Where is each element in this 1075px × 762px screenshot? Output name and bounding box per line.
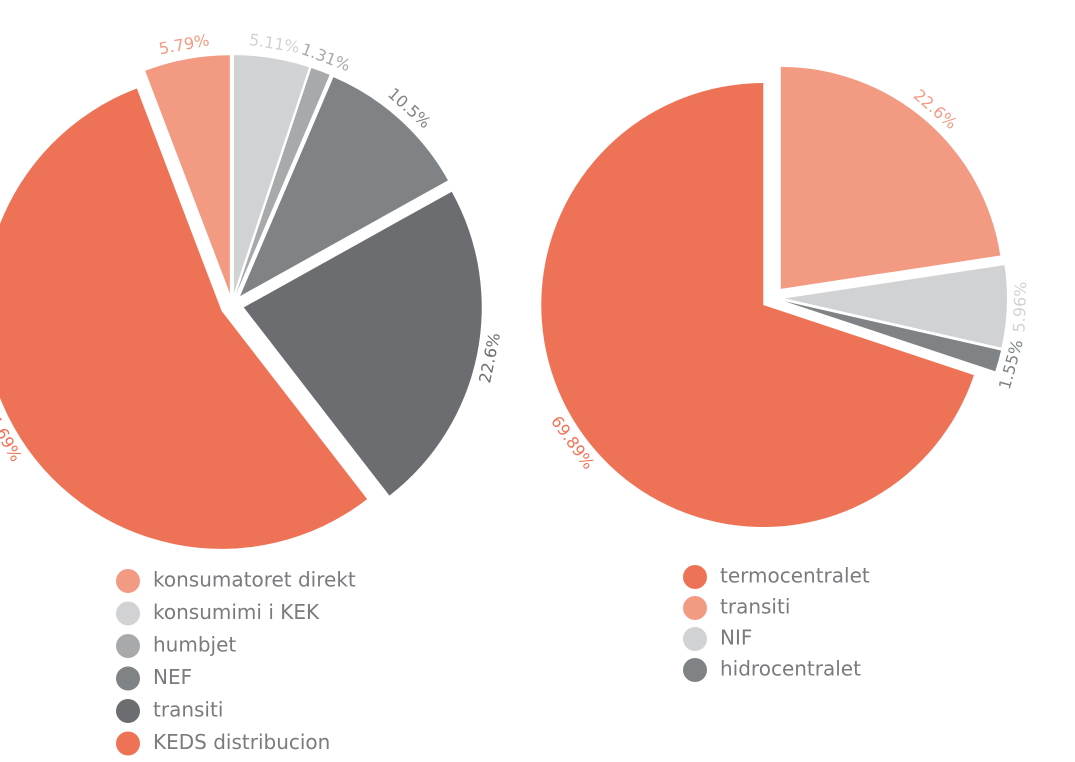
legend-swatch <box>116 569 140 593</box>
legend-swatch <box>683 658 707 682</box>
pie-slice <box>784 265 1007 348</box>
pie-slice <box>236 67 330 294</box>
legend-label: transiti <box>153 698 223 722</box>
legend-label: NIF <box>720 626 752 650</box>
legend-label: hidrocentralet <box>720 657 861 681</box>
pie-slice <box>233 55 310 294</box>
legend-swatch <box>683 627 707 651</box>
legend-swatch <box>116 601 140 626</box>
legend-swatch <box>116 731 140 756</box>
legend-swatch <box>116 699 140 723</box>
pie-slice <box>0 88 368 549</box>
pie-slice <box>145 55 230 294</box>
legend-label: transiti <box>720 595 790 619</box>
value-label: 5.79% <box>157 30 210 58</box>
legend-label: KEDS distribucion <box>153 730 330 754</box>
legend-swatch <box>683 596 707 620</box>
legend-label: konsumatoret direkt <box>153 568 356 592</box>
pie-slice <box>243 191 482 496</box>
legend-swatch <box>116 666 140 691</box>
legend-label: konsumimi i KEK <box>153 600 320 624</box>
pie-slice <box>240 77 449 297</box>
legend-swatch <box>116 634 140 658</box>
legend-label: NEF <box>153 665 192 689</box>
pie-slice <box>780 66 1001 289</box>
pie-slice <box>784 301 1002 372</box>
legend-label: termocentralet <box>720 564 870 588</box>
value-label: 5.11% <box>248 30 301 57</box>
legend-swatch <box>683 565 707 589</box>
legend-label: humbjet <box>153 633 236 657</box>
pie-slice <box>541 83 974 528</box>
value-label: 5.96% <box>1009 281 1030 332</box>
